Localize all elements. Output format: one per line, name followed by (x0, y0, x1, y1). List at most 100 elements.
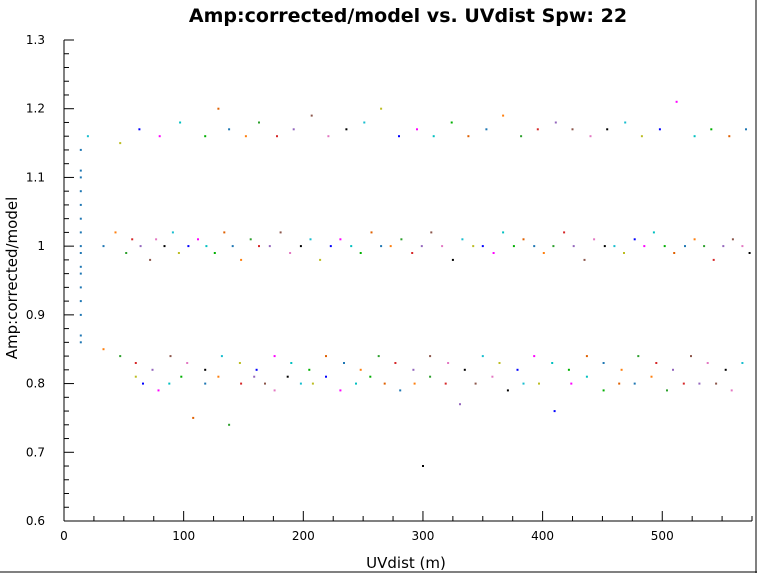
data-point (710, 128, 713, 131)
data-point (698, 382, 701, 385)
data-point (520, 135, 523, 138)
data-point (253, 375, 256, 378)
points-layer (79, 100, 751, 467)
data-point (430, 231, 433, 234)
data-point (119, 355, 122, 358)
data-point (339, 389, 342, 392)
data-point (325, 355, 327, 358)
data-point (572, 245, 575, 248)
data-point (399, 389, 402, 392)
data-point (197, 238, 199, 241)
data-point (79, 148, 82, 151)
data-point (79, 176, 82, 179)
x-tick-label: 500 (651, 529, 674, 543)
data-point (675, 100, 678, 103)
data-point (289, 252, 292, 254)
data-point (308, 368, 311, 371)
data-point (138, 128, 141, 131)
data-point (542, 252, 545, 254)
data-point (474, 382, 477, 385)
data-point (228, 128, 231, 131)
data-point (276, 135, 278, 138)
data-point (383, 382, 386, 385)
data-point (79, 252, 82, 254)
data-point (485, 128, 488, 131)
data-point (192, 416, 195, 419)
data-point (240, 382, 243, 385)
data-point (554, 121, 557, 124)
data-point (394, 362, 397, 364)
data-point (400, 238, 403, 241)
data-point (79, 169, 82, 172)
data-point (363, 121, 366, 124)
data-point (538, 382, 540, 385)
data-point (429, 355, 432, 358)
data-point (228, 423, 231, 426)
data-point (602, 362, 605, 364)
data-point (79, 286, 82, 289)
data-point (213, 252, 216, 254)
y-tick-label: 0.8 (26, 377, 45, 391)
data-point (606, 128, 609, 131)
data-point (79, 272, 82, 275)
data-point (268, 245, 271, 248)
data-point (741, 362, 744, 364)
data-point (79, 300, 82, 303)
data-point (339, 238, 342, 241)
data-point (180, 375, 183, 378)
data-point (355, 382, 357, 385)
data-point (255, 368, 258, 371)
data-point (652, 231, 655, 234)
data-point (343, 362, 345, 364)
data-point (273, 355, 276, 358)
data-point (79, 231, 82, 234)
data-point (345, 128, 348, 131)
data-point (583, 258, 586, 261)
data-point (432, 135, 435, 138)
x-tick-label: 200 (292, 529, 315, 543)
y-tick-label: 1.2 (26, 102, 45, 116)
data-point (79, 265, 82, 268)
data-point (522, 382, 525, 385)
data-point (633, 382, 636, 385)
y-tick-label: 1.3 (26, 33, 45, 47)
data-point (223, 231, 226, 234)
data-point (119, 142, 122, 145)
data-point (516, 368, 519, 371)
data-point (416, 128, 418, 131)
data-point (481, 355, 484, 358)
x-tick-label: 400 (531, 529, 554, 543)
data-point (369, 375, 372, 378)
data-point (715, 382, 718, 385)
data-point (142, 382, 144, 385)
data-point (186, 362, 189, 364)
data-point (264, 382, 266, 385)
data-point (533, 245, 536, 248)
data-point (238, 362, 241, 364)
data-point (273, 389, 276, 392)
data-point (380, 245, 383, 248)
x-axis-label: UVdist (m) (366, 554, 446, 572)
y-tick-label: 0.7 (26, 445, 45, 459)
data-point (179, 121, 182, 124)
data-point (682, 382, 685, 385)
data-point (522, 238, 525, 241)
data-point (411, 252, 414, 254)
data-point (533, 355, 536, 358)
data-point (292, 128, 295, 131)
data-point (422, 465, 424, 467)
x-tick-label: 0 (60, 529, 68, 543)
data-point (593, 238, 596, 241)
data-point (585, 355, 588, 358)
data-point (748, 252, 751, 254)
data-point (506, 389, 509, 392)
data-point (240, 258, 243, 261)
data-point (157, 389, 160, 392)
data-point (325, 375, 327, 378)
data-point (102, 348, 105, 351)
data-point (441, 245, 444, 248)
data-point (131, 238, 134, 241)
data-point (663, 245, 666, 248)
data-point (730, 389, 733, 392)
data-point (429, 375, 432, 378)
